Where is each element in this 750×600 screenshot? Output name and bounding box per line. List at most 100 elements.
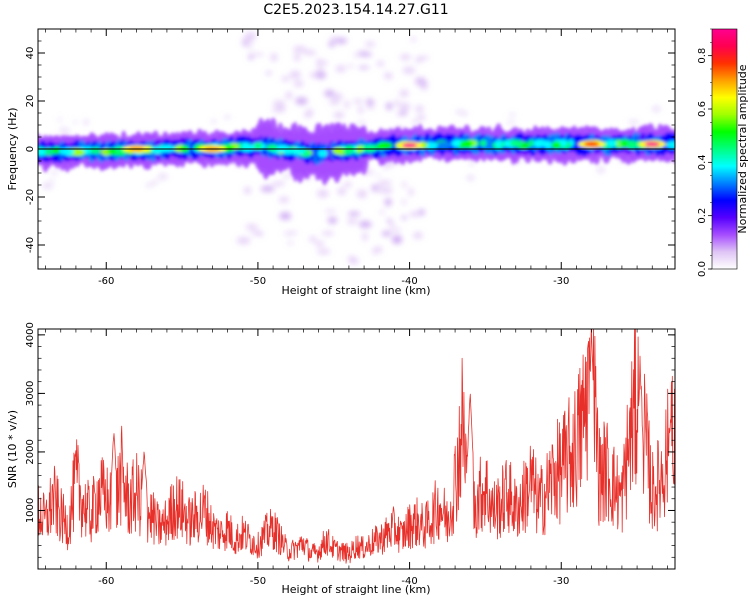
spectrogram-speckle	[279, 211, 292, 221]
spectrogram-speckle	[324, 209, 337, 213]
y-tick-label: 0	[25, 146, 36, 152]
snr-panel: -60 -50 -40 -30 1000 2000 3000 4000 Height of …	[6, 322, 676, 596]
spectrogram-cell	[317, 149, 328, 158]
snr-background	[38, 329, 675, 569]
spectrogram-speckle	[286, 231, 299, 235]
spectrogram-speckle	[285, 91, 293, 100]
spectrogram-cell	[38, 148, 46, 157]
spectrogram-speckle	[381, 230, 392, 237]
spectrogram-speckle	[376, 60, 385, 67]
spectrogram-cell	[59, 147, 75, 156]
spectrogram-speckle	[385, 102, 393, 111]
snr-series-line	[38, 329, 675, 564]
spectrogram-speckle	[416, 114, 426, 121]
spectrogram-speckle	[316, 189, 329, 198]
spectrogram-speckle	[508, 113, 517, 117]
y-tick-label: -40	[25, 237, 36, 253]
snr-y-label: SNR (10 * v/v)	[6, 410, 19, 488]
spectrogram-speckle	[344, 100, 350, 109]
spectrogram-speckle	[356, 120, 367, 125]
spectrogram-speckle	[308, 236, 317, 242]
colorbar-tick-label: 0.0	[697, 261, 708, 277]
spectrogram-speckle	[469, 160, 474, 167]
spectrogram-cell	[551, 141, 562, 150]
spectrogram-speckle	[358, 220, 372, 229]
spectrogram-speckle	[243, 186, 252, 195]
y-tick-label: 40	[25, 47, 36, 60]
spectrogram-speckle	[324, 89, 335, 98]
spectrogram-cell	[494, 140, 503, 149]
spectrogram-speckle	[415, 105, 424, 113]
spectrogram-speckle	[48, 179, 55, 183]
y-tick-label: 20	[25, 95, 36, 108]
spectrogram-speckle	[331, 97, 336, 103]
spectrogram-speckle	[412, 231, 423, 240]
y-tick-label: 2000	[25, 439, 36, 464]
x-tick-label: -60	[98, 576, 114, 587]
spectrogram-speckle	[420, 86, 428, 91]
spectrogram-speckle	[57, 117, 63, 122]
spectrogram-speckle	[358, 52, 373, 57]
x-tick-label: -40	[401, 576, 417, 587]
spectrogram-speckle	[293, 80, 304, 88]
snr-y-axis: 1000 2000 3000 4000	[25, 322, 675, 570]
spectrogram-cell	[621, 139, 628, 148]
spectrogram-hot-spot	[644, 141, 660, 147]
spectrogram-speckle	[384, 198, 392, 207]
spectrogram-speckle	[389, 228, 402, 232]
spectrogram-cell	[114, 146, 126, 154]
spectrogram-speckle	[317, 248, 331, 255]
x-tick-label: -30	[553, 276, 569, 287]
spectrogram-speckle	[358, 65, 370, 70]
spectrogram-y-label: Frequency (Hz)	[6, 108, 19, 191]
spectrogram-speckle	[63, 127, 70, 135]
colorbar-tick-label: 0.2	[697, 208, 708, 224]
colorbar-ticks: 0.0 0.2 0.4 0.6 0.8	[697, 28, 712, 277]
spectrogram-speckle	[366, 98, 373, 107]
spectrogram-speckle	[401, 199, 407, 205]
spectrogram-cell	[479, 139, 487, 148]
colorbar: 0.0 0.2 0.4 0.6 0.8 Normalized spectral ampl…	[697, 28, 749, 277]
spectrogram-cell	[424, 141, 438, 150]
spectrogram-speckle	[50, 170, 59, 175]
spectrogram-hot-spot	[402, 143, 418, 148]
spectrogram-speckle	[328, 100, 341, 105]
spectrogram-speckle	[236, 236, 251, 245]
y-tick-label: 3000	[25, 381, 36, 406]
spectrogram-speckle	[466, 174, 475, 182]
spectrogram-speckle	[346, 218, 358, 225]
snr-x-label: Height of straight line (km)	[281, 583, 430, 596]
x-tick-label: -30	[553, 576, 569, 587]
spectrogram-cell	[89, 146, 101, 155]
spectrogram-speckle	[272, 100, 286, 108]
spectrogram-cell	[510, 139, 524, 148]
spectrogram-cell	[241, 142, 250, 150]
spectrogram-speckle	[399, 89, 409, 98]
spectrogram-speckle	[252, 52, 265, 57]
spectrogram-speckle	[281, 76, 290, 82]
spectrogram-speckle	[379, 210, 385, 215]
spectrogram-cell	[266, 143, 279, 152]
spectrogram-cell	[534, 140, 542, 148]
spectrogram-speckle	[347, 255, 356, 261]
spectrogram-speckle	[333, 111, 345, 119]
spectrogram-speckle	[241, 36, 254, 45]
spectrogram-speckle	[411, 36, 416, 43]
spectrogram-speckle	[321, 230, 335, 236]
spectrogram-speckle	[157, 173, 168, 181]
y-tick-label: 1000	[25, 498, 36, 523]
spectrogram-speckle	[362, 232, 368, 242]
spectrogram-speckle	[618, 160, 623, 164]
spectrogram-speckle	[414, 58, 423, 63]
spectrogram-speckle	[371, 184, 377, 192]
spectrogram-cell	[528, 139, 535, 147]
spectrogram-speckle	[378, 180, 393, 186]
spectrogram-speckle	[42, 183, 54, 190]
spectrogram-cell	[159, 144, 176, 153]
spectrogram-cell	[377, 141, 393, 150]
spectrogram-speckle	[411, 119, 420, 125]
spectrogram-speckle	[347, 211, 361, 217]
spectrogram-speckle	[399, 54, 412, 61]
spectrogram-speckle	[295, 97, 308, 105]
